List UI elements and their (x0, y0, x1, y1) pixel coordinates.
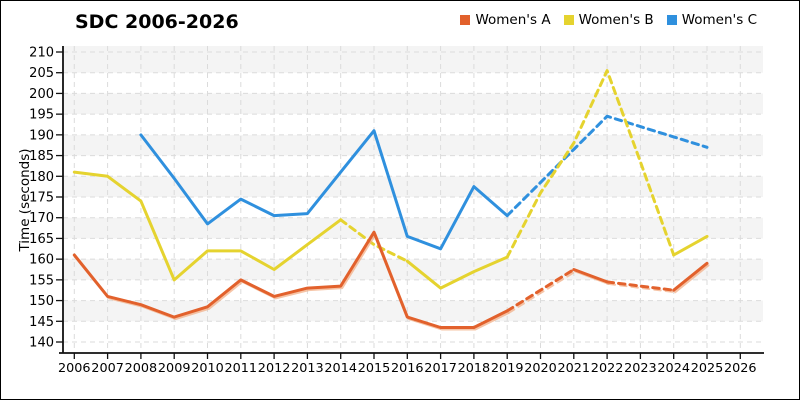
series-line-women-s-b (405, 255, 509, 290)
x-tick-label: 2014 (324, 361, 357, 376)
y-tick-label: 165 (29, 232, 54, 247)
x-tick-label: 2006 (58, 361, 91, 376)
x-tick-label: 2018 (458, 361, 491, 376)
x-tick-label: 2022 (591, 361, 624, 376)
y-tick-label: 195 (29, 108, 54, 123)
band (63, 217, 763, 239)
x-tick-label: 2019 (491, 361, 524, 376)
x-tick-label: 2008 (125, 361, 158, 376)
y-tick-label: 175 (29, 191, 54, 206)
band (63, 93, 763, 115)
legend-swatch (666, 15, 677, 25)
y-tick-label: 180 (29, 170, 54, 185)
series-line-women-s-b (72, 170, 343, 282)
legend: Women's A Women's B Women's C (460, 12, 757, 28)
y-tick-label: 155 (29, 273, 54, 288)
band (63, 134, 763, 156)
band (63, 300, 763, 322)
x-tick-label: 2010 (191, 361, 224, 376)
x-tick-label: 2023 (624, 361, 657, 376)
y-tick-label: 140 (29, 336, 54, 351)
x-tick-label: 2012 (258, 361, 291, 376)
y-tick-label: 205 (29, 66, 54, 81)
y-tick-label: 210 (29, 46, 54, 61)
series-line-women-s-a (672, 261, 709, 292)
series-line-women-s-a (605, 280, 676, 292)
y-tick-label: 170 (29, 211, 54, 226)
series-line-women-s-b (505, 69, 676, 259)
x-tick-label: 2013 (291, 361, 324, 376)
y-tick-label: 200 (29, 87, 54, 102)
legend-label: Women's A (475, 12, 551, 28)
x-tick-label: 2025 (691, 361, 724, 376)
legend-label: Women's C (681, 12, 757, 28)
x-tick-label: 2009 (158, 361, 191, 376)
legend-swatch (563, 15, 574, 25)
y-tick-label: 190 (29, 128, 54, 143)
legend-swatch (460, 15, 471, 25)
legend-item-womens-a: Women's A (460, 12, 551, 28)
series-line-shadow (507, 270, 577, 314)
chart-title: SDC 2006-2026 (75, 11, 239, 33)
band (63, 46, 763, 73)
x-tick-label: 2015 (358, 361, 391, 376)
y-tick-label: 185 (29, 149, 54, 164)
series-line-women-s-c (139, 129, 509, 251)
series-line-women-s-a (72, 230, 509, 329)
x-tick-label: 2017 (424, 361, 457, 376)
x-tick-label: 2021 (558, 361, 591, 376)
y-axis-title: Time (seconds) (17, 148, 33, 252)
y-tick-label: 150 (29, 294, 54, 309)
band (63, 176, 763, 197)
series-line-shadow (607, 282, 677, 294)
legend-label: Women's B (578, 12, 654, 28)
series-line-women-s-b (339, 218, 409, 263)
x-tick-label: 2007 (91, 361, 124, 376)
x-tick-label: 2026 (724, 361, 757, 376)
legend-item-womens-b: Women's B (563, 12, 654, 28)
y-tick-label: 160 (29, 253, 54, 268)
y-tick-label: 145 (29, 315, 54, 330)
series-line-women-s-a (572, 268, 609, 284)
series-line-women-s-c (505, 114, 709, 218)
legend-item-womens-c: Women's C (666, 12, 757, 28)
x-tick-label: 2024 (657, 361, 690, 376)
series-line-women-s-a (505, 268, 576, 313)
x-tick-label: 2016 (391, 361, 424, 376)
series-line-women-s-b (672, 234, 709, 257)
x-tick-label: 2011 (225, 361, 258, 376)
series-line-shadow (674, 264, 710, 294)
x-tick-label: 2020 (524, 361, 557, 376)
